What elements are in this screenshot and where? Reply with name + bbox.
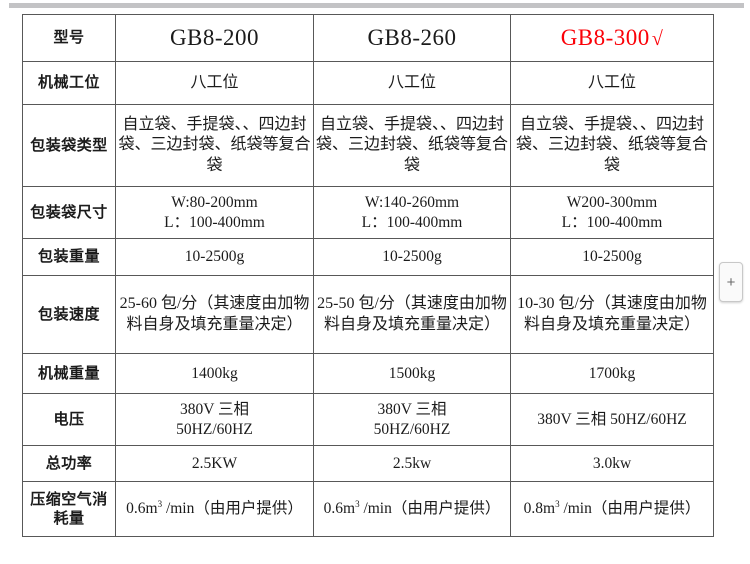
stations-gb8-200: 八工位 [115,61,314,105]
pack-speed-gb8-200: 25-60 包/分（其速度由加物料自身及填充重量决定） [115,275,314,354]
row-label-pack-speed: 包装速度 [22,275,116,354]
voltage-gb8-200-line2: 50HZ/60HZ [176,420,253,438]
specification-table-container: 型号 GB8-200 GB8-260 GB8-300 √ 机械工位 八工位 八工位… [22,14,714,537]
top-gray-bar [9,3,744,8]
voltage-gb8-200-line1: 380V 三相 [179,400,250,418]
bag-size-gb8-200-width: W:80-200mm [171,193,258,211]
stations-gb8-300: 八工位 [510,61,714,105]
air-consumption-gb8-200-number: 0.6m [126,500,158,518]
pack-weight-gb8-260: 10-2500g [313,238,511,276]
air-consumption-gb8-300: 0.8m3 /min（由用户提供） [510,481,714,537]
table-row: 包装重量 10-2500g 10-2500g 10-2500g [22,238,714,276]
air-consumption-gb8-300-exponent: 3 [555,498,560,509]
air-consumption-gb8-200: 0.6m3 /min（由用户提供） [115,481,314,537]
air-consumption-gb8-200-rest: /min（由用户提供） [162,500,303,518]
model-gb8-200: GB8-200 [115,14,314,62]
check-icon: √ [651,28,664,51]
pack-speed-gb8-300: 10-30 包/分（其速度由加物料自身及填充重量决定） [510,275,714,354]
model-gb8-260: GB8-260 [313,14,511,62]
air-consumption-gb8-260-number: 0.6m [323,500,356,518]
pack-weight-gb8-300: 10-2500g [510,238,714,276]
machine-weight-gb8-260: 1500kg [313,353,511,394]
table-row: 包装袋尺寸 W:80-200mm L：100-400mm W:140-260mm… [22,186,714,239]
row-label-pack-weight: 包装重量 [22,238,116,276]
voltage-gb8-260-line2: 50HZ/60HZ [373,420,451,438]
air-consumption-gb8-300-number: 0.8m [523,500,556,518]
voltage-gb8-300: 380V 三相 50HZ/60HZ [510,393,714,446]
voltage-gb8-300-line1: 380V 三相 50HZ/60HZ [537,410,687,428]
table-row: 包装袋类型 自立袋、手提袋、、四边封袋、三边封袋、纸袋等复合袋 自立袋、手提袋、… [22,104,714,187]
zoom-in-button[interactable]: + [719,262,743,302]
pack-speed-gb8-260: 25-50 包/分（其速度由加物料自身及填充重量决定） [313,275,511,354]
bag-type-gb8-200: 自立袋、手提袋、、四边封袋、三边封袋、纸袋等复合袋 [115,104,314,187]
total-power-gb8-300: 3.0kw [510,445,714,482]
table-row: 压缩空气消耗量 0.6m3 /min（由用户提供） 0.6m3 /min（由用户… [22,481,714,537]
bag-size-gb8-300-length: L：100-400mm [561,213,663,231]
specification-table: 型号 GB8-200 GB8-260 GB8-300 √ 机械工位 八工位 八工位… [22,14,714,537]
air-consumption-gb8-200-exponent: 3 [157,498,163,509]
row-label-total-power: 总功率 [22,445,116,482]
bag-size-gb8-260: W:140-260mm L：100-400mm [313,186,511,239]
table-row: 机械工位 八工位 八工位 八工位 [22,61,714,105]
model-gb8-300-selected: GB8-300 √ [510,14,714,62]
total-power-gb8-200: 2.5KW [115,445,314,482]
table-row: 机械重量 1400kg 1500kg 1700kg [22,353,714,394]
air-consumption-gb8-300-rest: /min（由用户提供） [559,500,701,518]
bag-size-gb8-260-width: W:140-260mm [364,193,460,211]
voltage-gb8-200: 380V 三相 50HZ/60HZ [115,393,314,446]
row-label-bag-type: 包装袋类型 [22,104,116,187]
bag-size-gb8-300-width: W200-300mm [566,193,658,211]
air-consumption-gb8-260-rest: /min（由用户提供） [359,500,501,518]
table-row: 电压 380V 三相 50HZ/60HZ 380V 三相 50HZ/60HZ 3… [22,393,714,446]
table-row: 总功率 2.5KW 2.5kw 3.0kw [22,445,714,482]
row-label-stations: 机械工位 [22,61,116,105]
model-gb8-300-label: GB8-300 [560,25,650,51]
pack-weight-gb8-200: 10-2500g [115,238,314,276]
machine-weight-gb8-200: 1400kg [115,353,314,394]
bag-size-gb8-200-length: L：100-400mm [164,213,265,231]
row-label-model: 型号 [22,14,116,62]
machine-weight-gb8-300: 1700kg [510,353,714,394]
table-row: 包装速度 25-60 包/分（其速度由加物料自身及填充重量决定） 25-50 包… [22,275,714,354]
total-power-gb8-260: 2.5kw [313,445,511,482]
bag-type-gb8-300: 自立袋、手提袋、、四边封袋、三边封袋、纸袋等复合袋 [510,104,714,187]
stations-gb8-260: 八工位 [313,61,511,105]
voltage-gb8-260-line1: 380V 三相 [377,400,447,418]
bag-size-gb8-300: W200-300mm L：100-400mm [510,186,714,239]
bag-size-gb8-260-length: L：100-400mm [361,213,463,231]
row-label-voltage: 电压 [22,393,116,446]
air-consumption-gb8-260: 0.6m3 /min（由用户提供） [313,481,511,537]
bag-size-gb8-200: W:80-200mm L：100-400mm [115,186,314,239]
air-consumption-gb8-260-exponent: 3 [355,498,360,509]
voltage-gb8-260: 380V 三相 50HZ/60HZ [313,393,511,446]
row-label-machine-weight: 机械重量 [22,353,116,394]
row-label-bag-size: 包装袋尺寸 [22,186,116,239]
row-label-air-consumption: 压缩空气消耗量 [22,481,116,537]
bag-type-gb8-260: 自立袋、手提袋、、四边封袋、三边封袋、纸袋等复合袋 [313,104,511,187]
table-row: 型号 GB8-200 GB8-260 GB8-300 √ [22,14,714,62]
